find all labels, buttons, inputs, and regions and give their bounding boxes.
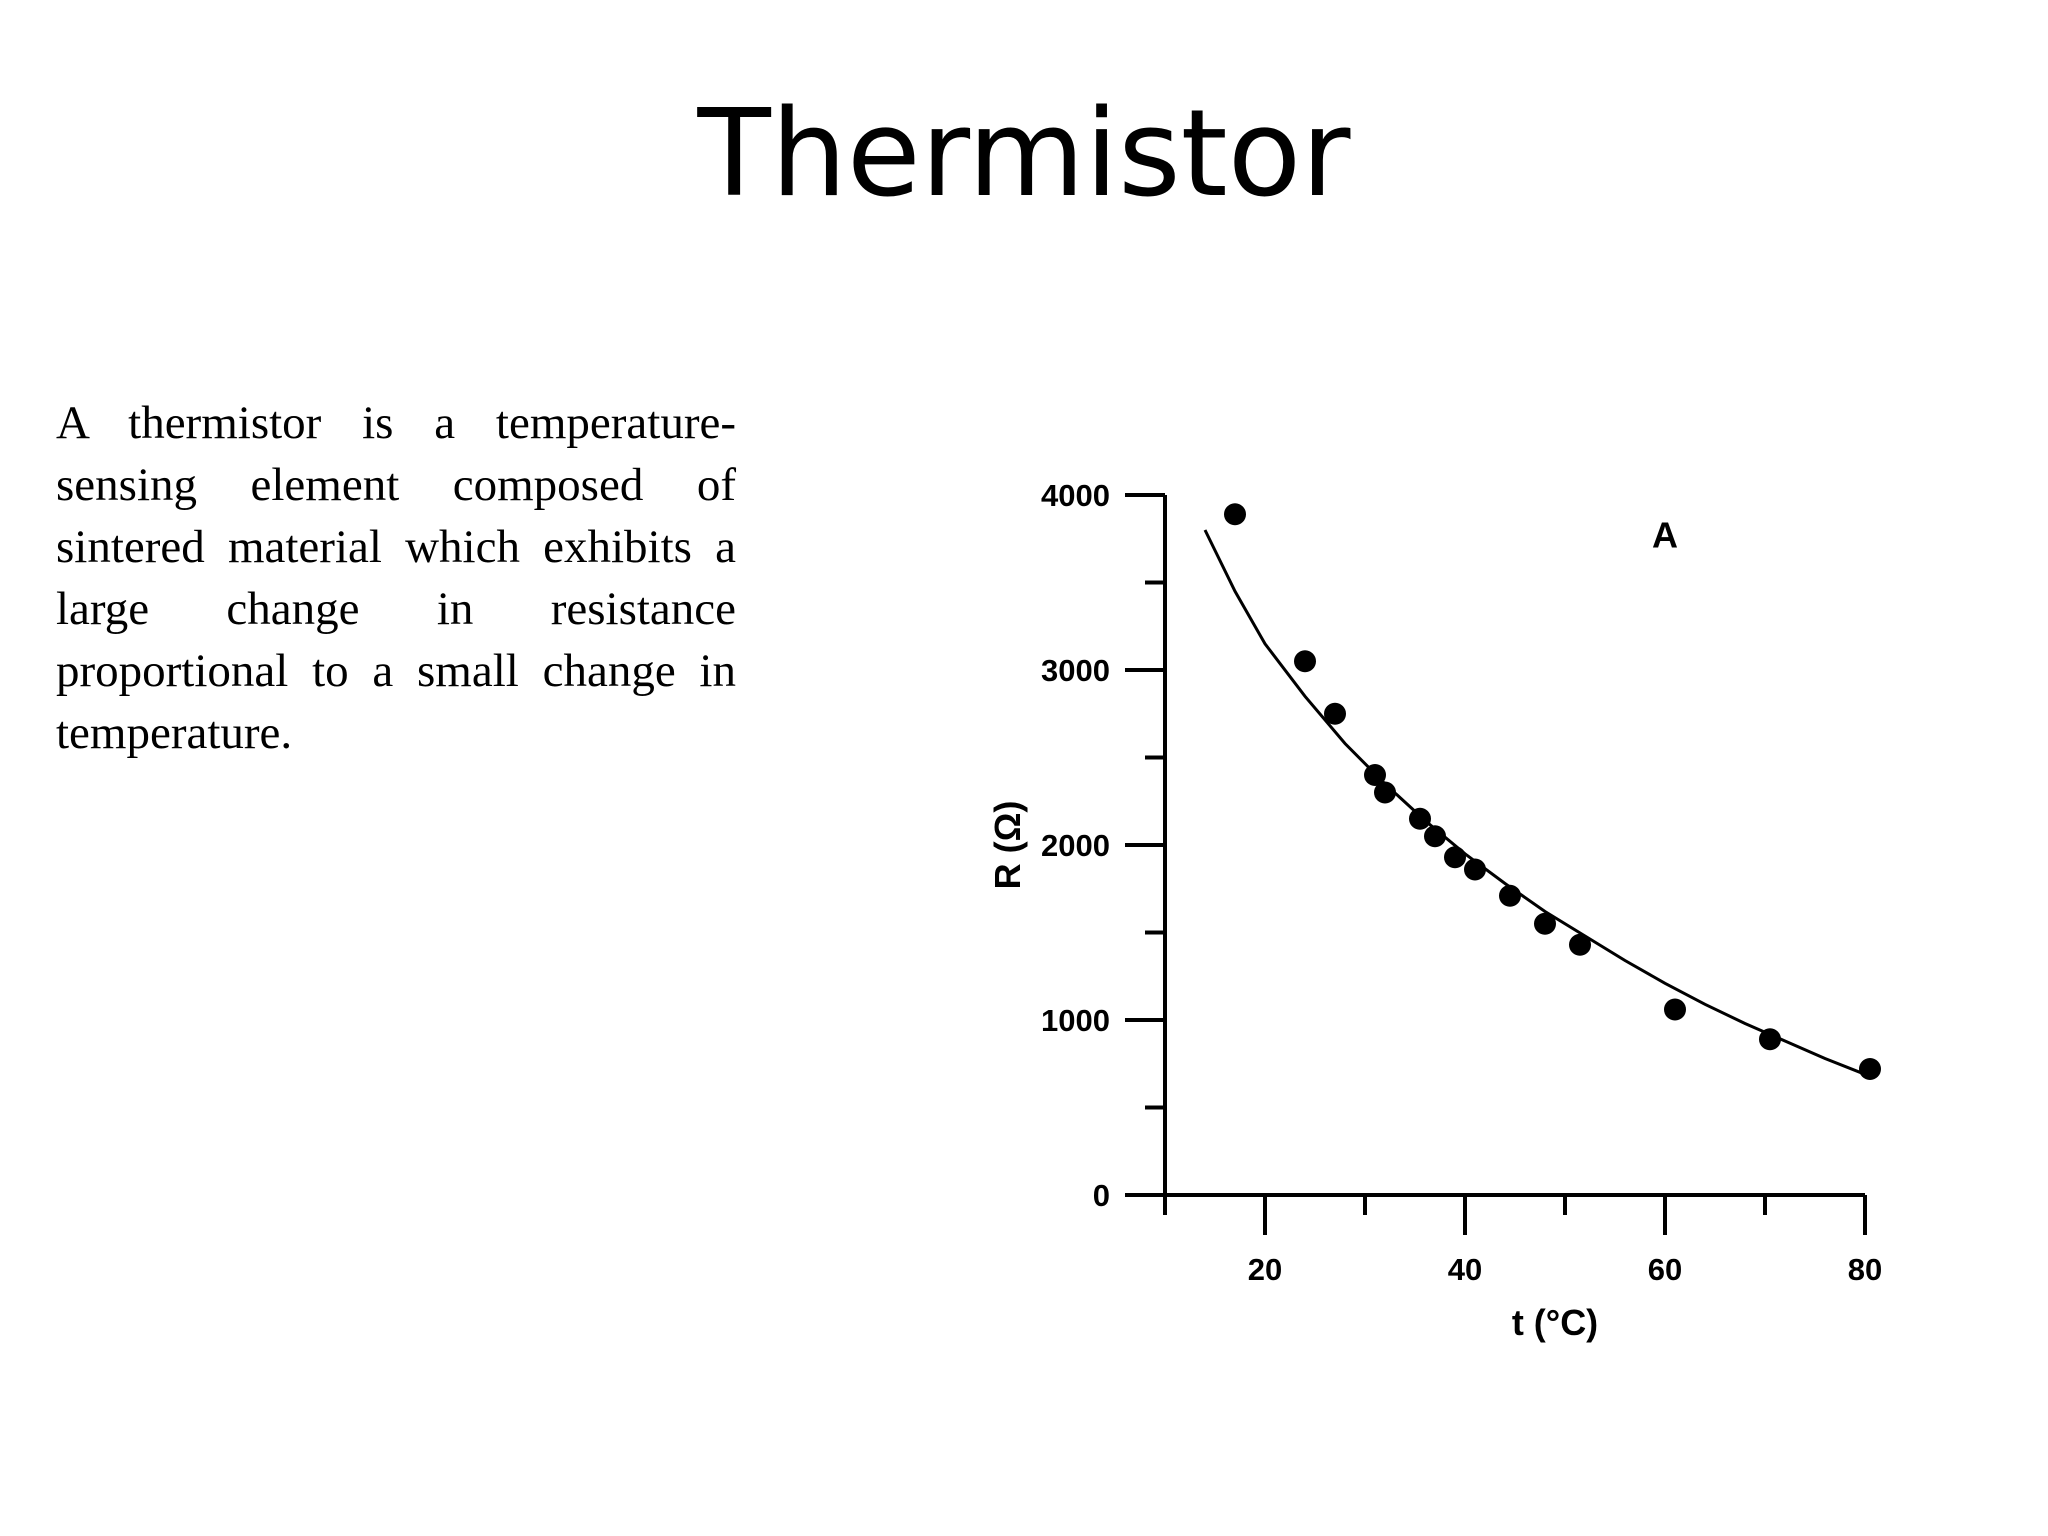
x-axis-label: t (°C) (1512, 1302, 1598, 1343)
data-point (1464, 858, 1486, 881)
data-point (1294, 650, 1316, 673)
resistance-temperature-chart: 0 1000 2000 3000 4000 20 40 60 80 A t (°C) R (Ω) (960, 450, 1920, 1450)
y-tick-label: 2000 (1041, 828, 1110, 863)
data-points-group (1224, 503, 1881, 1080)
data-point (1424, 825, 1446, 848)
y-tick-label: 3000 (1041, 653, 1110, 688)
data-point (1364, 764, 1386, 786)
x-tick-label: 80 (1848, 1252, 1882, 1287)
body-paragraph: A thermistor is a temperature-sensing el… (56, 397, 736, 759)
y-tick-label: 0 (1093, 1178, 1110, 1213)
data-point (1534, 912, 1556, 935)
data-point (1759, 1028, 1781, 1051)
y-axis-label: R (Ω) (987, 801, 1028, 890)
panel-label: A (1652, 515, 1678, 556)
y-tick-label: 1000 (1041, 1003, 1110, 1038)
x-tick-label: 40 (1448, 1252, 1482, 1287)
slide-title: Thermistor (697, 85, 1351, 224)
data-point (1444, 846, 1466, 869)
fit-curve (1203, 529, 1866, 1076)
chart-svg: 0 1000 2000 3000 4000 20 40 60 80 A t (°C) R (Ω) (987, 478, 1882, 1343)
data-point (1859, 1058, 1881, 1080)
fit-curve-group (1203, 529, 1866, 1076)
axes-group: 0 1000 2000 3000 4000 20 40 60 80 (1041, 478, 1882, 1287)
x-tick-label: 60 (1648, 1252, 1682, 1287)
y-tick-label: 4000 (1041, 478, 1110, 513)
data-point (1664, 998, 1686, 1021)
data-point (1224, 503, 1246, 526)
data-point (1569, 933, 1591, 956)
data-point (1499, 884, 1521, 907)
x-tick-label: 20 (1248, 1252, 1282, 1287)
data-point (1324, 702, 1346, 725)
data-point (1409, 807, 1431, 830)
data-point (1374, 781, 1396, 804)
